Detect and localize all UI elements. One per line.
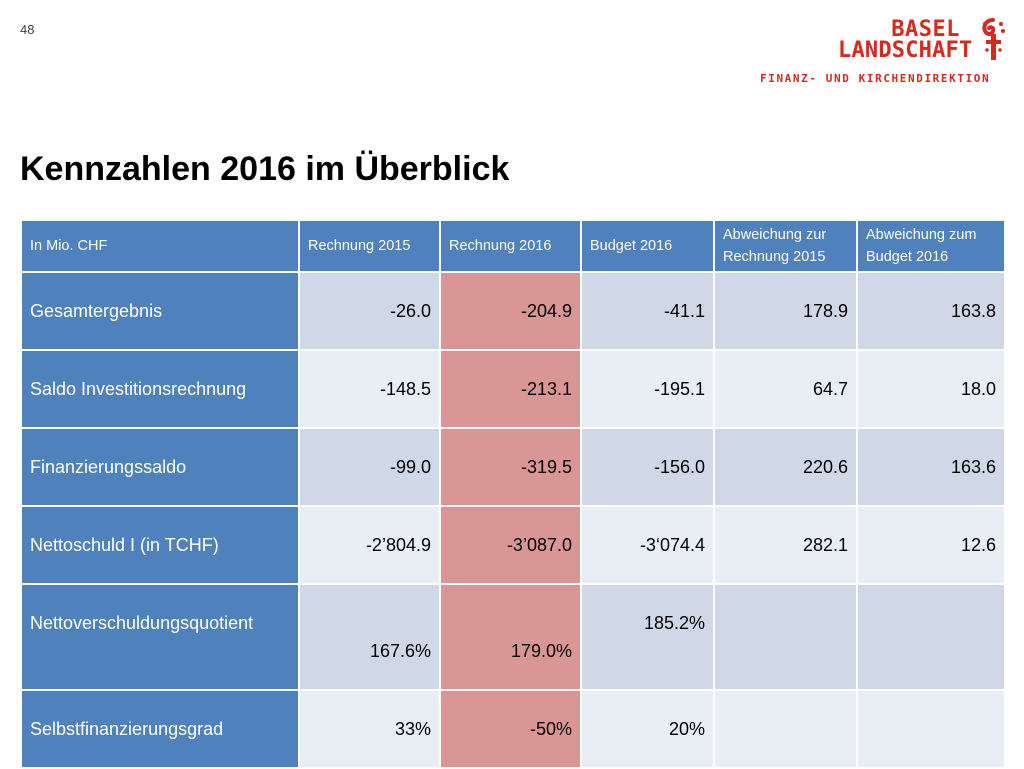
table-cell: 167.6% (300, 585, 439, 689)
table-cell: 18.0 (858, 351, 1004, 427)
table-header-row: In Mio. CHF Rechnung 2015 Rechnung 2016 … (22, 221, 1004, 271)
row-label: Nettoverschuldungsquotient (22, 585, 298, 689)
row-label: Gesamtergebnis (22, 273, 298, 349)
table-cell: 163.6 (858, 429, 1004, 505)
table-row: Selbstfinanzierungsgrad 33% -50% 20% (22, 691, 1004, 767)
table-cell: -41.1 (582, 273, 713, 349)
header-abweichung-budget-2016: Abweichung zum Budget 2016 (858, 221, 1004, 271)
crozier-icon (982, 18, 1005, 60)
table-cell: 20% (582, 691, 713, 767)
table-cell: 178.9 (715, 273, 856, 349)
header-unit: In Mio. CHF (22, 221, 298, 271)
page-number: 48 (20, 22, 35, 37)
table-cell: 33% (300, 691, 439, 767)
table-cell: -156.0 (582, 429, 713, 505)
row-label: Finanzierungssaldo (22, 429, 298, 505)
basel-landschaft-logo: BASEL LANDSCHAFT FINANZ- UND KIRCHENDIRE… (760, 16, 1008, 86)
table-cell (715, 585, 856, 689)
table-cell: -204.9 (441, 273, 580, 349)
table-cell: -99.0 (300, 429, 439, 505)
page-title: Kennzahlen 2016 im Überblick (20, 150, 510, 188)
logo-line-landschaft: LANDSCHAFT (838, 38, 973, 63)
table-cell: -148.5 (300, 351, 439, 427)
table-cell: -2’804.9 (300, 507, 439, 583)
row-label: Saldo Investitionsrechnung (22, 351, 298, 427)
table-cell: -3’087.0 (441, 507, 580, 583)
table-cell (858, 691, 1004, 767)
row-label: Nettoschuld I (in TCHF) (22, 507, 298, 583)
table-cell: -319.5 (441, 429, 580, 505)
header-rechnung-2016: Rechnung 2016 (441, 221, 580, 271)
table-cell (858, 585, 1004, 689)
table-row: Nettoverschuldungsquotient 167.6% 179.0%… (22, 585, 1004, 689)
key-figures-table: In Mio. CHF Rechnung 2015 Rechnung 2016 … (20, 219, 1006, 769)
table-cell: -3‘074.4 (582, 507, 713, 583)
table-cell: -213.1 (441, 351, 580, 427)
header-abweichung-rechnung-2015: Abweichung zur Rechnung 2015 (715, 221, 856, 271)
table-cell: -50% (441, 691, 580, 767)
table-cell: 12.6 (858, 507, 1004, 583)
header-budget-2016: Budget 2016 (582, 221, 713, 271)
table-cell: 185.2% (582, 585, 713, 689)
table-cell: -26.0 (300, 273, 439, 349)
table-cell: 179.0% (441, 585, 580, 689)
table-cell: 163.8 (858, 273, 1004, 349)
logo-line-basel: BASEL (891, 17, 960, 42)
table-row: Saldo Investitionsrechnung -148.5 -213.1… (22, 351, 1004, 427)
table-cell: 282.1 (715, 507, 856, 583)
table-row: Finanzierungssaldo -99.0 -319.5 -156.0 2… (22, 429, 1004, 505)
logo-subtitle: FINANZ- UND KIRCHENDIREKTION (760, 72, 991, 85)
table-cell: 64.7 (715, 351, 856, 427)
table-cell (715, 691, 856, 767)
table-row: Gesamtergebnis -26.0 -204.9 -41.1 178.9 … (22, 273, 1004, 349)
table-cell: -195.1 (582, 351, 713, 427)
table-row: Nettoschuld I (in TCHF) -2’804.9 -3’087.… (22, 507, 1004, 583)
row-label: Selbstfinanzierungsgrad (22, 691, 298, 767)
header-rechnung-2015: Rechnung 2015 (300, 221, 439, 271)
table-cell: 220.6 (715, 429, 856, 505)
